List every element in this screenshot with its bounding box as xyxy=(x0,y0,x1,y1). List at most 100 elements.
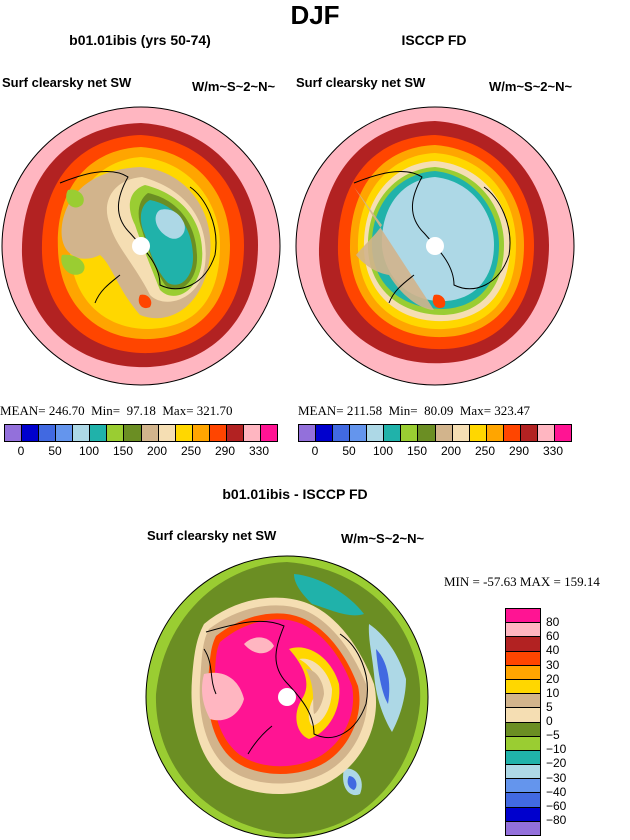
colorbar-swatch xyxy=(418,425,436,441)
colorbar-tick-label: 0 xyxy=(311,444,319,458)
colorbar-swatch xyxy=(107,425,125,441)
panel-1-variable: Surf clearsky net SW xyxy=(2,75,132,90)
panel-2-variable: Surf clearsky net SW xyxy=(296,75,426,90)
colorbar-tick-label: 330 xyxy=(248,444,270,458)
panel-2-colorbar-labels: 0 50 100 150 200 250 290 330 xyxy=(298,444,570,460)
diff-colorbar-tick-label: 0 xyxy=(546,714,553,728)
diff-colorbar-swatch xyxy=(506,821,540,835)
colorbar-tick-label: 100 xyxy=(372,444,394,458)
diff-colorbar-tick-label: 30 xyxy=(546,657,560,672)
colorbar-swatch xyxy=(333,425,351,441)
colorbar-swatch xyxy=(39,425,57,441)
colorbar-tick-label: 150 xyxy=(406,444,428,458)
diff-colorbar-tick-label: 10 xyxy=(546,685,560,700)
diff-colorbar-tick-label: 5 xyxy=(546,699,553,714)
diff-colorbar-tick-label: 80 xyxy=(546,615,560,630)
colorbar-swatch xyxy=(209,425,227,441)
diff-colorbar-labels: 80 60 40 30 20 10 5 0 −5 −10 −20 −30 −40 −60 −80 xyxy=(546,608,606,834)
colorbar-swatch xyxy=(554,425,571,441)
diff-colorbar-swatch xyxy=(506,722,540,737)
colorbar-tick-label: 50 xyxy=(342,444,356,458)
figure-title: DJF xyxy=(290,0,340,30)
colorbar-swatch xyxy=(22,425,40,441)
colorbar-tick-label: 290 xyxy=(214,444,236,458)
diff-colorbar-swatch xyxy=(506,708,540,723)
colorbar-swatch xyxy=(5,425,23,441)
colorbar-swatch xyxy=(158,425,176,441)
colorbar-swatch xyxy=(503,425,521,441)
colorbar-tick-label: 200 xyxy=(440,444,462,458)
panel-2-colorbar xyxy=(298,424,572,442)
diff-colorbar-swatch xyxy=(506,665,540,680)
diff-colorbar-swatch xyxy=(506,765,540,780)
panel-1-colorbar-labels: 0 50 100 150 200 250 290 330 xyxy=(4,444,276,460)
colorbar-swatch xyxy=(316,425,334,441)
colorbar-swatch xyxy=(350,425,368,441)
colorbar-swatch xyxy=(452,425,470,441)
colorbar-tick-label: 200 xyxy=(146,444,168,458)
diff-colorbar-swatch xyxy=(506,623,540,638)
colorbar-swatch xyxy=(299,425,317,441)
diff-panel-variable: Surf clearsky net SW xyxy=(147,528,277,543)
colorbar-swatch xyxy=(90,425,108,441)
diff-colorbar-swatch xyxy=(506,807,540,822)
diff-colorbar-swatch xyxy=(506,793,540,808)
colorbar-tick-label: 250 xyxy=(474,444,496,458)
diff-colorbar-swatch xyxy=(506,637,540,652)
colorbar-swatch xyxy=(56,425,74,441)
diff-colorbar-tick-label: 20 xyxy=(546,671,560,686)
diff-colorbar-swatch xyxy=(506,736,540,751)
colorbar-swatch xyxy=(73,425,91,441)
diff-panel-title: b01.01ibis - ISCCP FD xyxy=(222,486,368,502)
colorbar-tick-label: 330 xyxy=(542,444,564,458)
colorbar-swatch xyxy=(435,425,453,441)
colorbar-swatch xyxy=(260,425,277,441)
panel-1-units: W/m~S~2~N~ xyxy=(192,79,276,94)
diff-colorbar-swatch xyxy=(506,750,540,766)
diff-colorbar-swatch xyxy=(506,779,540,794)
diff-colorbar-swatch xyxy=(506,679,540,695)
diff-colorbar-tick-label: 40 xyxy=(546,643,560,658)
diff-colorbar-tick-label: 60 xyxy=(546,629,560,644)
colorbar-swatch xyxy=(486,425,504,441)
panel-1-stats: MEAN= 246.70 Min= 97.18 Max= 321.70 xyxy=(0,403,233,418)
colorbar-swatch xyxy=(367,425,385,441)
diff-colorbar-tick-label: −5 xyxy=(546,728,560,743)
colorbar-swatch xyxy=(469,425,487,441)
diff-colorbar-tick-label: −40 xyxy=(546,784,567,799)
panel-1-polar-map xyxy=(1,106,281,386)
panel-2-units: W/m~S~2~N~ xyxy=(489,79,573,94)
diff-colorbar-tick-label: −20 xyxy=(546,756,567,771)
diff-colorbar-swatch xyxy=(506,694,540,709)
diff-panel-minmax: MIN = -57.63 MAX = 159.14 xyxy=(444,574,600,589)
panel-2-polar-map xyxy=(295,106,575,386)
diff-polar-map xyxy=(145,555,429,839)
colorbar-swatch xyxy=(192,425,210,441)
diff-colorbar-tick-label: −10 xyxy=(546,742,567,757)
colorbar-swatch xyxy=(243,425,261,441)
diff-colorbar-swatch xyxy=(506,609,540,624)
colorbar-swatch xyxy=(175,425,193,441)
colorbar-swatch xyxy=(537,425,555,441)
colorbar-swatch xyxy=(384,425,402,441)
colorbar-swatch xyxy=(401,425,419,441)
panel-2-title: ISCCP FD xyxy=(401,32,467,48)
diff-colorbar-swatch xyxy=(506,651,540,666)
colorbar-swatch xyxy=(124,425,142,441)
diff-colorbar-tick-label: −60 xyxy=(546,798,567,813)
panel-2-stats: MEAN= 211.58 Min= 80.09 Max= 323.47 xyxy=(298,403,531,418)
colorbar-swatch xyxy=(226,425,244,441)
colorbar-tick-label: 250 xyxy=(180,444,202,458)
diff-colorbar-tick-label: −80 xyxy=(546,812,567,827)
diff-colorbar xyxy=(505,608,541,836)
panel-1-colorbar xyxy=(4,424,278,442)
colorbar-swatch xyxy=(520,425,538,441)
colorbar-tick-label: 290 xyxy=(508,444,530,458)
colorbar-swatch xyxy=(141,425,159,441)
diff-panel-units: W/m~S~2~N~ xyxy=(341,531,425,546)
colorbar-tick-label: 100 xyxy=(78,444,100,458)
colorbar-tick-label: 50 xyxy=(48,444,62,458)
colorbar-tick-label: 0 xyxy=(17,444,25,458)
colorbar-tick-label: 150 xyxy=(112,444,134,458)
panel-1-title: b01.01ibis (yrs 50-74) xyxy=(69,32,211,48)
